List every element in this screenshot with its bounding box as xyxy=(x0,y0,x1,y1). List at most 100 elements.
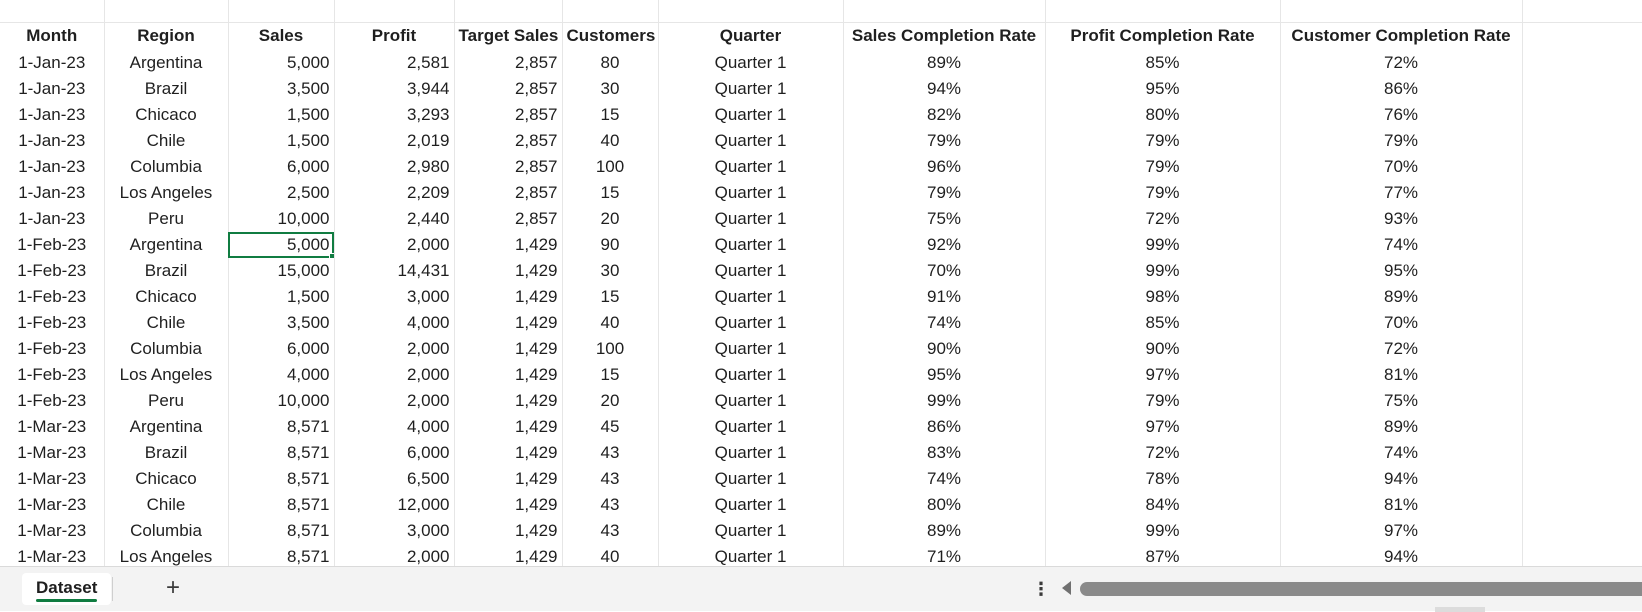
empty-cell[interactable] xyxy=(1522,102,1642,128)
cell-quarter[interactable]: Quarter 1 xyxy=(658,76,844,102)
horizontal-scrollbar-thumb[interactable] xyxy=(1080,582,1642,596)
cell-month[interactable]: 1-Mar-23 xyxy=(0,544,105,566)
column-header-customer-completion-rate[interactable]: Customer Completion Rate xyxy=(1280,22,1523,50)
empty-cell[interactable] xyxy=(104,0,229,23)
cell-target-sales[interactable]: 2,857 xyxy=(454,128,563,154)
cell-customers[interactable]: 45 xyxy=(562,414,659,440)
cell-sales-completion-rate[interactable]: 92% xyxy=(843,232,1046,258)
cell-customers[interactable]: 100 xyxy=(562,336,659,362)
cell-customers[interactable]: 40 xyxy=(562,310,659,336)
column-header-month[interactable]: Month xyxy=(0,22,105,50)
cell-quarter[interactable]: Quarter 1 xyxy=(658,154,844,180)
cell-target-sales[interactable]: 1,429 xyxy=(454,518,563,544)
cell-sales-completion-rate[interactable]: 74% xyxy=(843,310,1046,336)
cell-profit[interactable]: 2,000 xyxy=(334,336,455,362)
cell-region[interactable]: Chile xyxy=(104,492,229,518)
empty-cell[interactable] xyxy=(843,0,1046,23)
more-options-icon[interactable]: ⋮ xyxy=(1032,579,1050,599)
cell-sales[interactable]: 1,500 xyxy=(228,284,335,310)
cell-region[interactable]: Los Angeles xyxy=(104,362,229,388)
column-header-sales[interactable]: Sales xyxy=(228,22,335,50)
cell-target-sales[interactable]: 2,857 xyxy=(454,206,563,232)
cell-profit-completion-rate[interactable]: 97% xyxy=(1045,362,1281,388)
cell-target-sales[interactable]: 1,429 xyxy=(454,232,563,258)
add-sheet-button[interactable]: + xyxy=(165,574,180,601)
cell-region[interactable]: Columbia xyxy=(104,518,229,544)
cell-customer-completion-rate[interactable]: 72% xyxy=(1280,50,1523,76)
column-header-customers[interactable]: Customers xyxy=(562,22,659,50)
cell-month[interactable]: 1-Feb-23 xyxy=(0,310,105,336)
cell-target-sales[interactable]: 1,429 xyxy=(454,310,563,336)
cell-month[interactable]: 1-Jan-23 xyxy=(0,128,105,154)
spreadsheet-grid[interactable]: Month Region Sales Profit Target Sales Custom… xyxy=(0,0,1642,566)
cell-month[interactable]: 1-Feb-23 xyxy=(0,336,105,362)
cell-sales-completion-rate[interactable]: 82% xyxy=(843,102,1046,128)
cell-target-sales[interactable]: 1,429 xyxy=(454,336,563,362)
cell-customer-completion-rate[interactable]: 89% xyxy=(1280,414,1523,440)
cell-quarter[interactable]: Quarter 1 xyxy=(658,518,844,544)
empty-cell[interactable] xyxy=(1522,206,1642,232)
cell-customers[interactable]: 43 xyxy=(562,440,659,466)
cell-profit-completion-rate[interactable]: 80% xyxy=(1045,102,1281,128)
cell-region[interactable]: Chicaco xyxy=(104,284,229,310)
cell-profit[interactable]: 3,293 xyxy=(334,102,455,128)
cell-customer-completion-rate[interactable]: 72% xyxy=(1280,336,1523,362)
cell-customer-completion-rate[interactable]: 77% xyxy=(1280,180,1523,206)
cell-sales-completion-rate[interactable]: 99% xyxy=(843,388,1046,414)
cell-quarter[interactable]: Quarter 1 xyxy=(658,206,844,232)
cell-sales[interactable]: 8,571 xyxy=(228,544,335,566)
cell-target-sales[interactable]: 1,429 xyxy=(454,414,563,440)
cell-sales-completion-rate[interactable]: 86% xyxy=(843,414,1046,440)
cell-region[interactable]: Chicaco xyxy=(104,466,229,492)
sheet-tab-dataset[interactable]: Dataset xyxy=(22,573,112,605)
cell-sales-completion-rate[interactable]: 79% xyxy=(843,180,1046,206)
column-header-quarter[interactable]: Quarter xyxy=(658,22,844,50)
cell-region[interactable]: Argentina xyxy=(104,50,229,76)
empty-cell[interactable] xyxy=(1280,0,1523,23)
empty-cell[interactable] xyxy=(1522,128,1642,154)
column-header-sales-completion-rate[interactable]: Sales Completion Rate xyxy=(843,22,1046,50)
cell-profit-completion-rate[interactable]: 99% xyxy=(1045,258,1281,284)
cell-target-sales[interactable]: 1,429 xyxy=(454,466,563,492)
cell-profit[interactable]: 2,000 xyxy=(334,388,455,414)
cell-month[interactable]: 1-Jan-23 xyxy=(0,76,105,102)
cell-profit[interactable]: 4,000 xyxy=(334,310,455,336)
empty-cell[interactable] xyxy=(1045,0,1281,23)
cell-quarter[interactable]: Quarter 1 xyxy=(658,492,844,518)
cell-sales-completion-rate[interactable]: 94% xyxy=(843,76,1046,102)
cell-profit-completion-rate[interactable]: 84% xyxy=(1045,492,1281,518)
empty-cell[interactable] xyxy=(1522,154,1642,180)
cell-target-sales[interactable]: 1,429 xyxy=(454,362,563,388)
cell-quarter[interactable]: Quarter 1 xyxy=(658,102,844,128)
empty-cell[interactable] xyxy=(562,0,659,23)
cell-quarter[interactable]: Quarter 1 xyxy=(658,414,844,440)
cell-profit-completion-rate[interactable]: 85% xyxy=(1045,50,1281,76)
cell-profit[interactable]: 3,000 xyxy=(334,518,455,544)
cell-sales-completion-rate[interactable]: 80% xyxy=(843,492,1046,518)
cell-quarter[interactable]: Quarter 1 xyxy=(658,50,844,76)
cell-profit-completion-rate[interactable]: 79% xyxy=(1045,180,1281,206)
cell-customer-completion-rate[interactable]: 97% xyxy=(1280,518,1523,544)
cell-sales-completion-rate[interactable]: 74% xyxy=(843,466,1046,492)
cell-month[interactable]: 1-Feb-23 xyxy=(0,388,105,414)
cell-sales-completion-rate[interactable]: 89% xyxy=(843,518,1046,544)
empty-cell[interactable] xyxy=(1522,180,1642,206)
cell-quarter[interactable]: Quarter 1 xyxy=(658,440,844,466)
cell-profit[interactable]: 12,000 xyxy=(334,492,455,518)
cell-quarter[interactable]: Quarter 1 xyxy=(658,180,844,206)
cell-region[interactable]: Peru xyxy=(104,388,229,414)
cell-sales-completion-rate[interactable]: 83% xyxy=(843,440,1046,466)
cell-sales-completion-rate[interactable]: 71% xyxy=(843,544,1046,566)
cell-region[interactable]: Argentina xyxy=(104,414,229,440)
cell-profit[interactable]: 4,000 xyxy=(334,414,455,440)
cell-profit[interactable]: 2,980 xyxy=(334,154,455,180)
cell-customer-completion-rate[interactable]: 75% xyxy=(1280,388,1523,414)
cell-customer-completion-rate[interactable]: 70% xyxy=(1280,154,1523,180)
cell-customers[interactable]: 100 xyxy=(562,154,659,180)
cell-sales[interactable]: 8,571 xyxy=(228,440,335,466)
cell-profit-completion-rate[interactable]: 79% xyxy=(1045,388,1281,414)
cell-customer-completion-rate[interactable]: 81% xyxy=(1280,492,1523,518)
cell-profit[interactable]: 2,209 xyxy=(334,180,455,206)
cell-quarter[interactable]: Quarter 1 xyxy=(658,310,844,336)
cell-customer-completion-rate[interactable]: 86% xyxy=(1280,76,1523,102)
